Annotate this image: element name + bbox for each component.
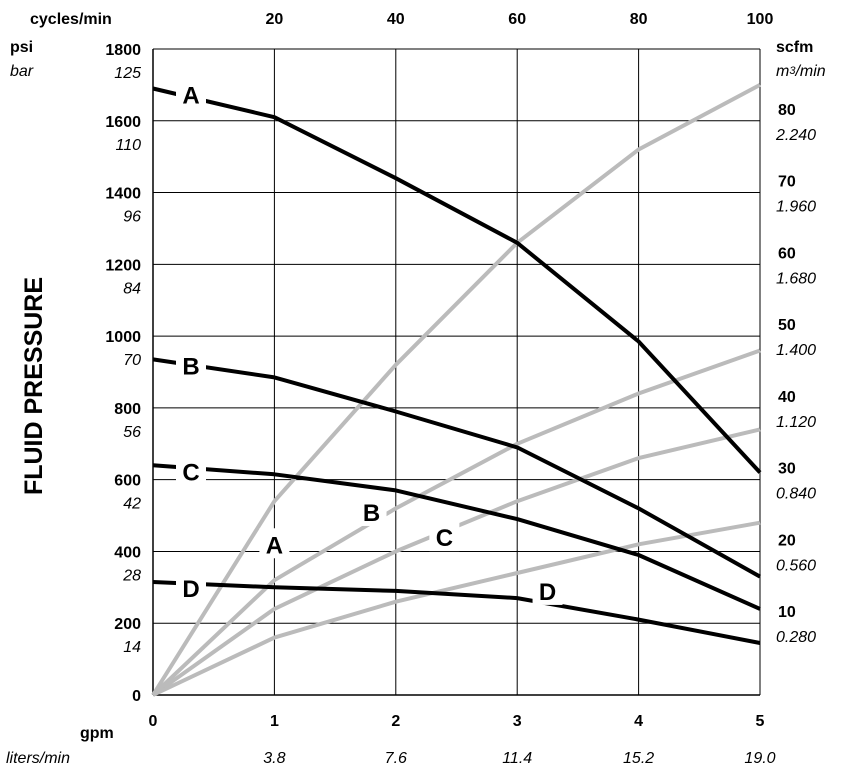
- pressure-curve-label-b: B: [182, 353, 199, 380]
- pressure-curve-label-d: D: [182, 576, 199, 603]
- y-left-bar-label: 70: [123, 352, 141, 369]
- x-tick-label: 3: [513, 713, 522, 730]
- y-left-bar-label: 14: [123, 639, 141, 656]
- x-tick-label: 4: [634, 713, 643, 730]
- y-right-m3-label: 1.960: [776, 199, 816, 216]
- air-curve-label-d: D: [539, 579, 556, 606]
- air-curve-label-d-knockout: [532, 574, 563, 605]
- y-right-tick-label: 40: [778, 389, 796, 406]
- y-axis-title: FLUID PRESSURE: [20, 277, 48, 495]
- pressure-curve-label-c-knockout: [176, 455, 206, 486]
- air-curve-b: [151, 348, 761, 697]
- y-left-bar-label: 96: [123, 209, 141, 226]
- x-liters-label: 11.4: [502, 750, 532, 767]
- y-left-tick-label: 1600: [105, 114, 141, 131]
- y-right-m3-label: 2.240: [775, 127, 816, 144]
- y-right-unit-m3-per-min: m3/min: [776, 63, 826, 80]
- pressure-curve-label-d-knockout: [176, 571, 206, 602]
- x-top-tick-label: 20: [266, 11, 284, 28]
- pressure-curve-c: [152, 463, 761, 611]
- x-top-tick-label: 100: [747, 11, 774, 28]
- y-left-bar-label: 28: [122, 567, 141, 584]
- y-left-tick-label: 200: [114, 616, 141, 633]
- air-curve-a: [151, 83, 761, 697]
- y-left-bar-label: 42: [123, 496, 141, 513]
- y-right-tick-label: 60: [778, 245, 796, 262]
- y-right-tick-label: 10: [778, 604, 796, 621]
- y-left-bar-label: 125: [114, 65, 141, 82]
- pressure-curve-label-a: A: [182, 82, 199, 109]
- y-right-m3-label: 1.400: [776, 342, 816, 359]
- x-unit-liters: liters/min: [6, 750, 70, 767]
- x-liters-label: 3.8: [263, 750, 285, 767]
- air-curve-label-a-knockout: [259, 528, 290, 559]
- x-tick-label: 5: [756, 713, 765, 730]
- air-curve-label-a: A: [266, 532, 283, 559]
- pressure-curve-label-a-knockout: [176, 78, 206, 109]
- x-top-tick-label: 80: [630, 11, 648, 28]
- pressure-curve-label-b-knockout: [176, 349, 206, 380]
- x-liters-label: 7.6: [385, 750, 407, 767]
- x-tick-label: 1: [270, 713, 279, 730]
- x-liters-label: 19.0: [744, 750, 775, 767]
- y-right-tick-label: 30: [778, 461, 796, 478]
- x-top-unit-cycles: cycles/min: [30, 11, 112, 28]
- y-right-tick-label: 20: [778, 532, 796, 549]
- y-right-m3-label: 0.280: [776, 629, 816, 646]
- y-left-tick-label: 1200: [105, 257, 141, 274]
- x-tick-label: 0: [149, 713, 158, 730]
- x-top-tick-label: 40: [387, 11, 405, 28]
- y-right-tick-label: 80: [778, 102, 796, 119]
- y-right-tick-label: 70: [778, 174, 796, 191]
- y-right-m3-label: 0.560: [776, 557, 816, 574]
- y-right-tick-label: 50: [778, 317, 796, 334]
- air-curve-label-c: C: [436, 525, 453, 552]
- y-left-tick-label: 600: [114, 473, 141, 490]
- y-right-m3-label: 1.120: [776, 414, 816, 431]
- y-left-tick-label: 1000: [105, 329, 141, 346]
- y-left-tick-label: 400: [114, 544, 141, 561]
- pressure-curve-label-c: C: [182, 459, 199, 486]
- y-left-unit-psi: psi: [10, 39, 33, 56]
- air-curve-label-c-knockout: [429, 521, 460, 552]
- pressure-curve-b: [152, 357, 761, 579]
- y-right-m3-label: 0.840: [776, 486, 816, 503]
- y-left-bar-label: 56: [123, 424, 141, 441]
- y-left-bar-label: 110: [115, 137, 141, 154]
- y-left-tick-label: 0: [132, 688, 141, 705]
- air-curve-label-b-knockout: [356, 495, 387, 526]
- y-left-tick-label: 800: [114, 401, 141, 418]
- pressure-curve-a: [152, 86, 762, 474]
- x-tick-label: 2: [391, 713, 400, 730]
- y-left-tick-label: 1400: [105, 186, 141, 203]
- air-curve-d: [152, 520, 761, 697]
- y-left-bar-label: 84: [123, 280, 141, 297]
- x-liters-label: 15.2: [623, 750, 654, 767]
- y-left-unit-bar: bar: [10, 63, 34, 80]
- air-curve-c: [151, 427, 761, 697]
- pressure-curve-d: [152, 580, 761, 645]
- y-right-unit-scfm: scfm: [776, 39, 813, 56]
- y-right-m3-label: 1.680: [776, 270, 816, 287]
- x-unit-gpm: gpm: [80, 725, 114, 742]
- y-left-tick-label: 1800: [105, 42, 141, 59]
- x-top-tick-label: 60: [508, 11, 526, 28]
- air-curve-label-b: B: [363, 500, 380, 527]
